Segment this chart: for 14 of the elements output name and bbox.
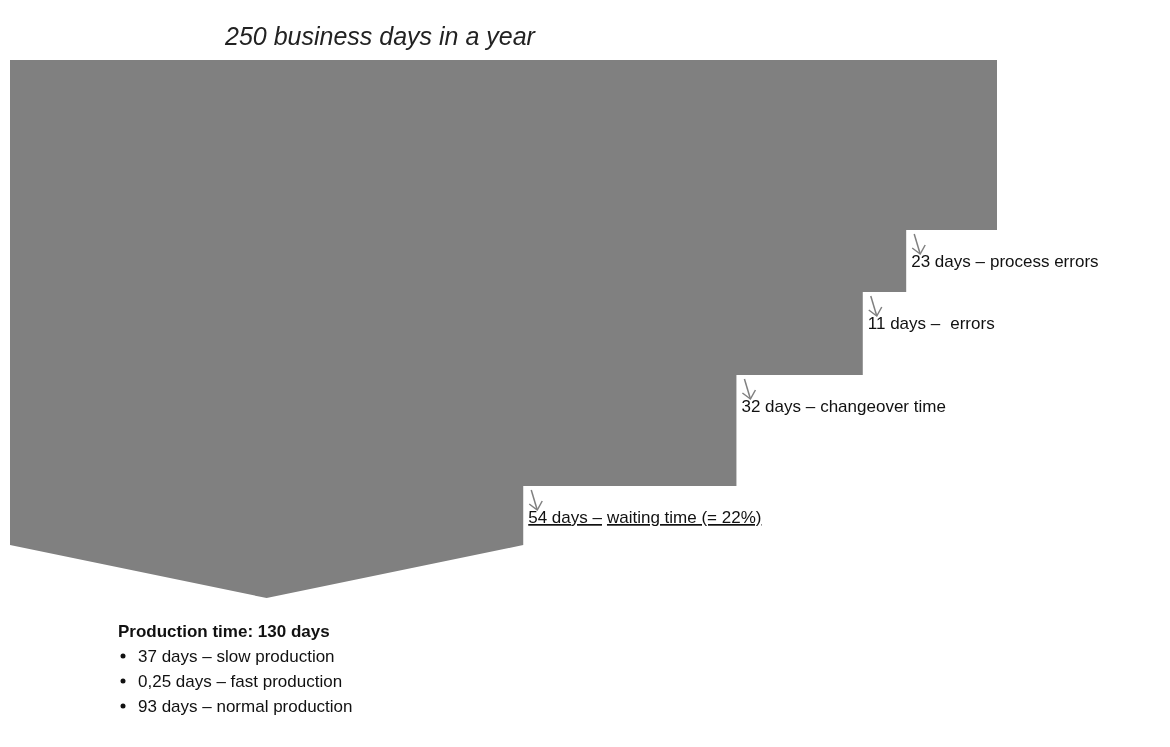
text: 0,25 days – fast production [138, 672, 343, 691]
data-label: 11 days – [867, 314, 941, 333]
category-label: changeover time [820, 397, 946, 416]
category-label: errors [950, 314, 995, 333]
text: 93 days – normal production [138, 697, 353, 716]
text: 250 business days in a year [224, 22, 537, 50]
category-label: Production time [118, 622, 248, 641]
data-label: 54 days – [528, 508, 603, 527]
category-label: process errors [989, 252, 1099, 271]
category-label: waiting time (= 22%) [605, 508, 762, 527]
text: 37 days – slow production [138, 647, 335, 666]
data-label: 32 days – [741, 397, 816, 416]
data-label: 23 days – [911, 252, 986, 271]
data-label: : 130 days [247, 622, 330, 641]
